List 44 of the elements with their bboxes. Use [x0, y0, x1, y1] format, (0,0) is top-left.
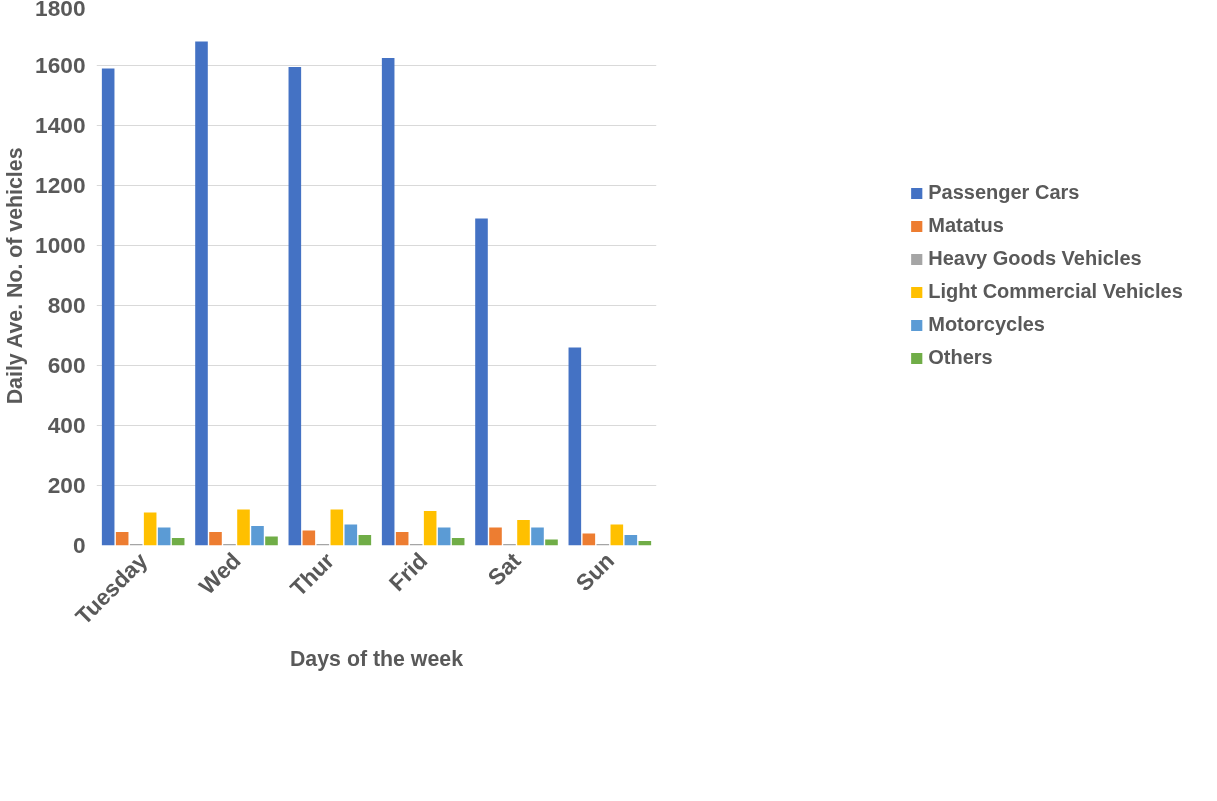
bar — [115, 532, 129, 546]
y-tick-label: 1800 — [35, 0, 86, 21]
bar — [143, 512, 157, 546]
bar — [531, 527, 544, 546]
legend-label: Motorcycles — [928, 313, 1045, 336]
bar — [251, 526, 264, 546]
x-tick-label: Sun — [570, 547, 620, 596]
y-tick-label: 1200 — [35, 172, 86, 198]
bar — [344, 524, 358, 546]
bar — [437, 527, 451, 546]
bar — [358, 535, 372, 546]
y-tick-label: 600 — [47, 352, 86, 378]
bar — [265, 536, 278, 546]
bar — [288, 67, 302, 546]
bar — [624, 535, 638, 546]
bar — [195, 41, 208, 546]
bar — [101, 68, 115, 546]
bar — [330, 509, 344, 546]
bar — [568, 347, 582, 546]
bar — [423, 511, 437, 546]
bar — [489, 527, 502, 546]
legend-label: Passenger Cars — [928, 181, 1080, 204]
y-tick-label: 800 — [47, 292, 86, 318]
y-tick-label: 1600 — [35, 52, 86, 78]
y-tick-label: 1000 — [35, 232, 86, 258]
bar — [209, 532, 222, 546]
bar — [381, 58, 395, 546]
bar — [475, 218, 488, 546]
y-tick-label: 400 — [47, 412, 86, 438]
bar — [157, 527, 171, 546]
bar — [610, 524, 624, 546]
legend-label: Light Commercial Vehicles — [928, 280, 1183, 303]
legend-label: Matatus — [928, 214, 1004, 237]
y-tick-label: 0 — [72, 532, 86, 558]
y-tick-label: 1400 — [35, 112, 86, 138]
y-tick-label: 200 — [47, 472, 86, 498]
x-tick-label: Sat — [482, 546, 527, 591]
bar — [395, 532, 409, 546]
bar — [237, 509, 250, 546]
bar — [517, 520, 530, 546]
legend-label: Heavy Goods Vehicles — [928, 247, 1142, 270]
x-axis-title: Days of the week — [289, 646, 464, 671]
y-axis-title: Daily Ave. No. of vehicles — [3, 147, 28, 405]
legend-label: Others — [928, 346, 993, 369]
